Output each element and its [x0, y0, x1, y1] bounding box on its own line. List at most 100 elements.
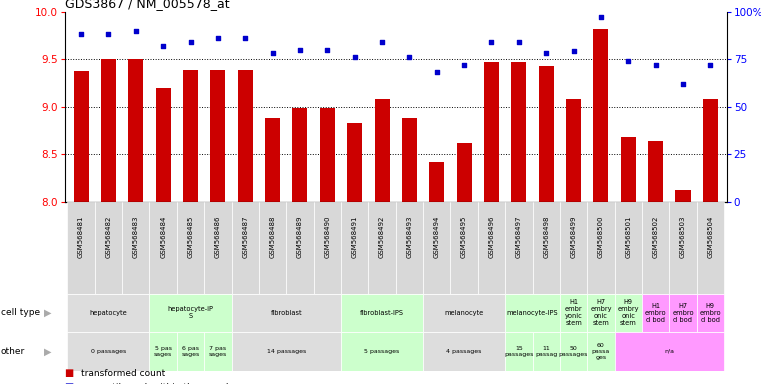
Text: ■: ■: [65, 368, 77, 378]
Point: [103, 31, 115, 37]
Text: GSM568500: GSM568500: [598, 215, 604, 258]
Bar: [560, 202, 587, 294]
Bar: [129, 59, 143, 202]
Bar: [696, 294, 724, 332]
Bar: [533, 332, 560, 371]
Point: [650, 62, 662, 68]
Text: H1
embr
yonic
stem: H1 embr yonic stem: [565, 300, 582, 326]
Text: 11
passag: 11 passag: [535, 346, 557, 357]
Bar: [177, 332, 204, 371]
Bar: [341, 294, 423, 332]
Bar: [101, 59, 116, 202]
Bar: [484, 62, 499, 202]
Bar: [478, 202, 505, 294]
Bar: [423, 202, 451, 294]
Bar: [74, 71, 88, 202]
Bar: [265, 118, 280, 202]
Text: other: other: [1, 347, 25, 356]
Point: [677, 81, 689, 87]
Text: GSM568483: GSM568483: [133, 215, 139, 258]
Bar: [368, 202, 396, 294]
Point: [349, 54, 361, 60]
Bar: [231, 202, 259, 294]
Point: [157, 43, 169, 49]
Point: [239, 35, 251, 41]
Bar: [341, 332, 423, 371]
Text: GSM568494: GSM568494: [434, 215, 440, 258]
Bar: [505, 202, 533, 294]
Text: hepatocyte: hepatocyte: [90, 310, 127, 316]
Bar: [286, 202, 314, 294]
Text: GSM568485: GSM568485: [187, 215, 193, 258]
Bar: [68, 202, 95, 294]
Point: [184, 39, 196, 45]
Text: GSM568501: GSM568501: [626, 215, 632, 258]
Bar: [670, 294, 696, 332]
Text: GSM568489: GSM568489: [297, 215, 303, 258]
Text: 60
passa
ges: 60 passa ges: [592, 343, 610, 360]
Bar: [615, 332, 724, 371]
Text: GSM568502: GSM568502: [653, 215, 658, 258]
Bar: [320, 108, 335, 202]
Text: 7 pas
sages: 7 pas sages: [209, 346, 227, 357]
Point: [75, 31, 88, 37]
Bar: [594, 29, 609, 202]
Bar: [505, 332, 533, 371]
Point: [486, 39, 498, 45]
Bar: [505, 294, 560, 332]
Bar: [374, 99, 390, 202]
Point: [622, 58, 635, 64]
Text: melanocyte: melanocyte: [444, 310, 484, 316]
Bar: [68, 332, 149, 371]
Bar: [68, 294, 149, 332]
Text: hepatocyte-iP
S: hepatocyte-iP S: [167, 306, 214, 319]
Text: transformed count: transformed count: [81, 369, 166, 378]
Bar: [560, 294, 587, 332]
Text: 6 pas
sages: 6 pas sages: [181, 346, 199, 357]
Bar: [314, 202, 341, 294]
Text: H7
embry
onic
stem: H7 embry onic stem: [591, 300, 612, 326]
Bar: [423, 332, 505, 371]
Text: GSM568486: GSM568486: [215, 215, 221, 258]
Text: 15
passages: 15 passages: [504, 346, 533, 357]
Bar: [177, 202, 204, 294]
Bar: [396, 202, 423, 294]
Text: 0 passages: 0 passages: [91, 349, 126, 354]
Point: [321, 46, 333, 53]
Bar: [533, 202, 560, 294]
Bar: [347, 123, 362, 202]
Text: GSM568504: GSM568504: [707, 215, 713, 258]
Text: fibroblast: fibroblast: [270, 310, 302, 316]
Text: ▶: ▶: [44, 308, 52, 318]
Text: GSM568491: GSM568491: [352, 215, 358, 258]
Bar: [95, 202, 122, 294]
Bar: [676, 190, 690, 202]
Text: 5 pas
sages: 5 pas sages: [154, 346, 172, 357]
Bar: [231, 294, 341, 332]
Text: ▶: ▶: [44, 346, 52, 356]
Bar: [457, 143, 472, 202]
Bar: [402, 118, 417, 202]
Bar: [149, 202, 177, 294]
Bar: [511, 62, 527, 202]
Point: [403, 54, 416, 60]
Bar: [587, 332, 615, 371]
Bar: [642, 202, 670, 294]
Text: GDS3867 / NM_005578_at: GDS3867 / NM_005578_at: [65, 0, 229, 10]
Text: GSM568498: GSM568498: [543, 215, 549, 258]
Bar: [259, 202, 286, 294]
Text: GSM568497: GSM568497: [516, 215, 522, 258]
Point: [294, 46, 306, 53]
Text: melanocyte-IPS: melanocyte-IPS: [507, 310, 559, 316]
Text: GSM568492: GSM568492: [379, 215, 385, 258]
Bar: [566, 99, 581, 202]
Text: H9
embro
d bod: H9 embro d bod: [699, 303, 721, 323]
Bar: [122, 202, 149, 294]
Point: [568, 48, 580, 55]
Bar: [149, 294, 231, 332]
Bar: [292, 108, 307, 202]
Text: H9
embry
onic
stem: H9 embry onic stem: [617, 300, 639, 326]
Text: GSM568481: GSM568481: [78, 215, 84, 258]
Text: 14 passages: 14 passages: [266, 349, 306, 354]
Text: cell type: cell type: [1, 308, 40, 318]
